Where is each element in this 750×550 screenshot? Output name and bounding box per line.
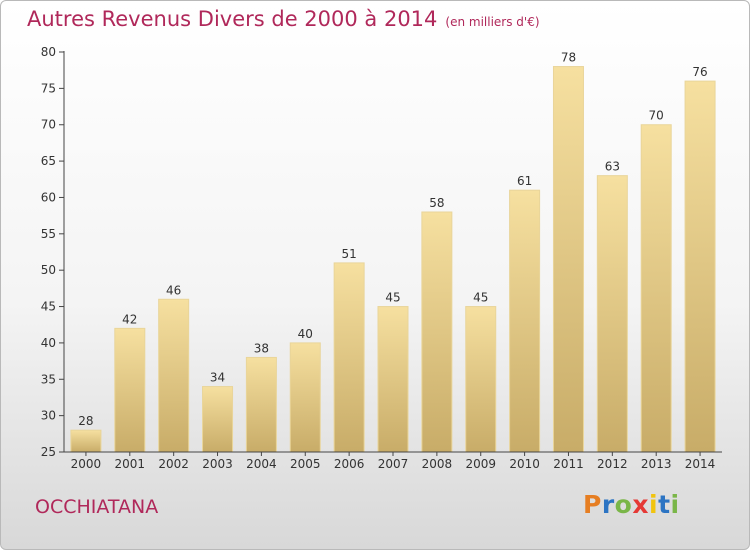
logo-letter: i: [649, 490, 659, 519]
bar-2002: [158, 298, 190, 453]
x-tick-label-2007: 2007: [378, 457, 409, 471]
x-tick-label-2014: 2014: [685, 457, 716, 471]
x-tick-label-2009: 2009: [465, 457, 496, 471]
x-tick-label-2010: 2010: [509, 457, 540, 471]
y-tick-label-35: 35: [41, 372, 56, 386]
logo-letter: t: [658, 490, 671, 519]
x-tick-label-2013: 2013: [641, 457, 672, 471]
bars-group: 28 42 46 34 38 40 51 45 58 45 61 78 63 70 76: [70, 51, 716, 453]
bar-2003: [202, 386, 234, 453]
bar-2006: [333, 262, 365, 453]
value-label-2008: 58: [429, 196, 444, 210]
chart-title-unit: (en milliers d'€): [445, 15, 540, 29]
value-label-2014: 76: [692, 65, 707, 79]
value-label-2012: 63: [605, 160, 620, 174]
bar-2004: [245, 356, 277, 453]
y-tick-label-75: 75: [41, 81, 56, 95]
x-tick-label-2006: 2006: [334, 457, 365, 471]
logo-letter: x: [632, 490, 649, 519]
x-tick-label-2008: 2008: [422, 457, 453, 471]
value-label-2000: 28: [78, 414, 93, 428]
commune-name: OCCHIATANA: [35, 496, 159, 518]
value-label-2011: 78: [561, 51, 576, 65]
x-tick-label-2011: 2011: [553, 457, 584, 471]
x-tick-label-2002: 2002: [158, 457, 189, 471]
bar-2013: [640, 124, 672, 453]
x-tick-label-2005: 2005: [290, 457, 321, 471]
logo-letter: P: [583, 490, 602, 519]
x-tick-label-2003: 2003: [202, 457, 233, 471]
bar-2005: [289, 342, 321, 453]
y-tick-label-55: 55: [41, 227, 56, 241]
value-label-2005: 40: [298, 327, 313, 341]
bar-2010: [509, 189, 541, 453]
logo-letter: r: [601, 490, 615, 519]
value-label-2009: 45: [473, 291, 488, 305]
bar-2008: [421, 211, 453, 453]
logo-letter: o: [614, 490, 633, 519]
y-tick-label-25: 25: [41, 445, 56, 459]
chart-title-main: Autres Revenus Divers de 2000 à 2014: [27, 7, 438, 31]
x-tick-label-2012: 2012: [597, 457, 628, 471]
chart-title: Autres Revenus Divers de 2000 à 2014 (en …: [27, 7, 540, 31]
value-label-2002: 46: [166, 283, 181, 297]
value-label-2010: 61: [517, 174, 532, 188]
y-tick-label-45: 45: [41, 300, 56, 314]
bar-2001: [114, 327, 146, 453]
bar-2014: [684, 80, 716, 453]
y-tick-label-65: 65: [41, 154, 56, 168]
value-label-2001: 42: [122, 312, 137, 326]
value-label-2013: 70: [649, 109, 664, 123]
x-tick-label-2004: 2004: [246, 457, 277, 471]
y-tick-label-80: 80: [41, 45, 56, 59]
bar-2011: [552, 66, 584, 453]
y-tick-label-60: 60: [41, 190, 56, 204]
proxiti-logo: Proxiti: [583, 490, 680, 519]
bar-2000: [70, 429, 102, 453]
bar-2007: [377, 306, 409, 453]
value-label-2007: 45: [385, 291, 400, 305]
value-label-2004: 38: [254, 341, 269, 355]
x-tick-label-2001: 2001: [115, 457, 146, 471]
value-label-2006: 51: [341, 247, 356, 261]
value-label-2003: 34: [210, 371, 225, 385]
bar-2012: [596, 175, 628, 453]
y-tick-label-30: 30: [41, 409, 56, 423]
axes-group: 25 30 35 40 45 50 55 60 65 70 75 80 2000 2001 2002 2003…: [41, 45, 722, 471]
y-tick-label-50: 50: [41, 263, 56, 277]
x-tick-label-2000: 2000: [71, 457, 102, 471]
y-tick-label-70: 70: [41, 118, 56, 132]
logo-letter: i: [670, 490, 680, 519]
bar-2009: [465, 306, 497, 453]
y-tick-label-40: 40: [41, 336, 56, 350]
